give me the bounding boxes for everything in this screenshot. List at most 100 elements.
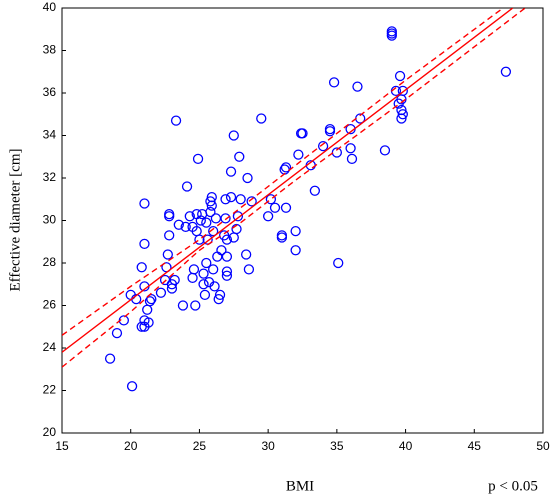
y-tick-label: 32 [43, 170, 57, 184]
point [187, 272, 198, 284]
point [290, 225, 301, 237]
point [221, 266, 233, 277]
y-tick-label: 24 [43, 340, 57, 354]
point [188, 264, 200, 275]
point [246, 196, 257, 207]
point [180, 221, 191, 233]
point [111, 327, 123, 339]
point [194, 234, 205, 245]
point [104, 353, 116, 364]
point [235, 194, 246, 205]
point [232, 211, 244, 222]
x-tick-label: 40 [399, 439, 413, 453]
point [170, 115, 182, 126]
point [169, 274, 180, 286]
point [397, 85, 408, 97]
point [269, 202, 281, 213]
point [208, 225, 219, 237]
x-tick-label: 20 [124, 439, 138, 453]
x-tick-label: 50 [536, 439, 550, 453]
point [201, 217, 212, 228]
x-tick-label: 45 [468, 439, 482, 453]
point [228, 130, 239, 141]
point [225, 191, 237, 203]
point [195, 215, 206, 226]
point [136, 262, 147, 273]
x-tick-label: 25 [193, 439, 207, 453]
point [209, 281, 220, 292]
point [241, 249, 252, 260]
point [198, 268, 209, 279]
point [231, 223, 242, 235]
point [225, 166, 237, 177]
point [309, 185, 321, 196]
point [184, 211, 195, 222]
point [386, 28, 397, 39]
y-tick-label: 30 [43, 213, 57, 227]
plot-frame [61, 7, 544, 434]
x-tick-label: 30 [261, 439, 275, 453]
point [143, 317, 154, 328]
point [328, 77, 340, 88]
point [280, 202, 292, 213]
y-tick-label: 28 [43, 255, 57, 269]
point [345, 143, 356, 154]
point [142, 304, 153, 315]
y-tick-label: 36 [43, 85, 57, 99]
point [162, 249, 173, 260]
point [177, 300, 189, 311]
point [164, 230, 175, 241]
point [205, 206, 216, 218]
point [394, 70, 406, 82]
x-axis-label: BMI [286, 478, 314, 494]
y-tick-label: 34 [43, 128, 57, 142]
point [190, 300, 201, 311]
annotation: p < 0.05 [488, 478, 538, 494]
point [192, 153, 204, 165]
point [205, 196, 216, 207]
point [144, 296, 156, 307]
point [181, 181, 193, 192]
point [206, 200, 217, 211]
point [212, 251, 223, 262]
point [386, 30, 397, 41]
point [276, 230, 288, 241]
point [126, 381, 138, 392]
point [216, 245, 227, 256]
point [297, 128, 308, 139]
y-tick-label: 40 [43, 0, 57, 14]
point [214, 289, 226, 301]
y-axis-label: Effective diameter [cm] [7, 149, 23, 292]
point [265, 194, 277, 205]
point [173, 219, 184, 230]
point [280, 162, 292, 173]
point [352, 81, 363, 92]
point [155, 287, 167, 298]
point [324, 126, 336, 137]
point [164, 211, 175, 222]
point [500, 66, 512, 77]
y-tick-label: 20 [43, 425, 57, 439]
point [290, 245, 301, 256]
point [256, 113, 267, 124]
y-tick-label: 22 [43, 383, 57, 397]
point [139, 198, 150, 209]
y-tick-label: 38 [43, 43, 57, 57]
point [208, 264, 219, 275]
point [221, 234, 233, 245]
point [396, 113, 407, 124]
x-tick-label: 15 [55, 439, 69, 453]
confidence-line [62, 8, 504, 336]
point [242, 172, 253, 184]
point [324, 123, 336, 135]
point [293, 149, 304, 160]
point [317, 140, 329, 152]
point [346, 153, 358, 165]
point [262, 211, 274, 222]
point [198, 279, 209, 290]
point [199, 289, 211, 301]
x-tick-label: 35 [330, 439, 344, 453]
point [164, 208, 175, 220]
point [146, 293, 157, 305]
